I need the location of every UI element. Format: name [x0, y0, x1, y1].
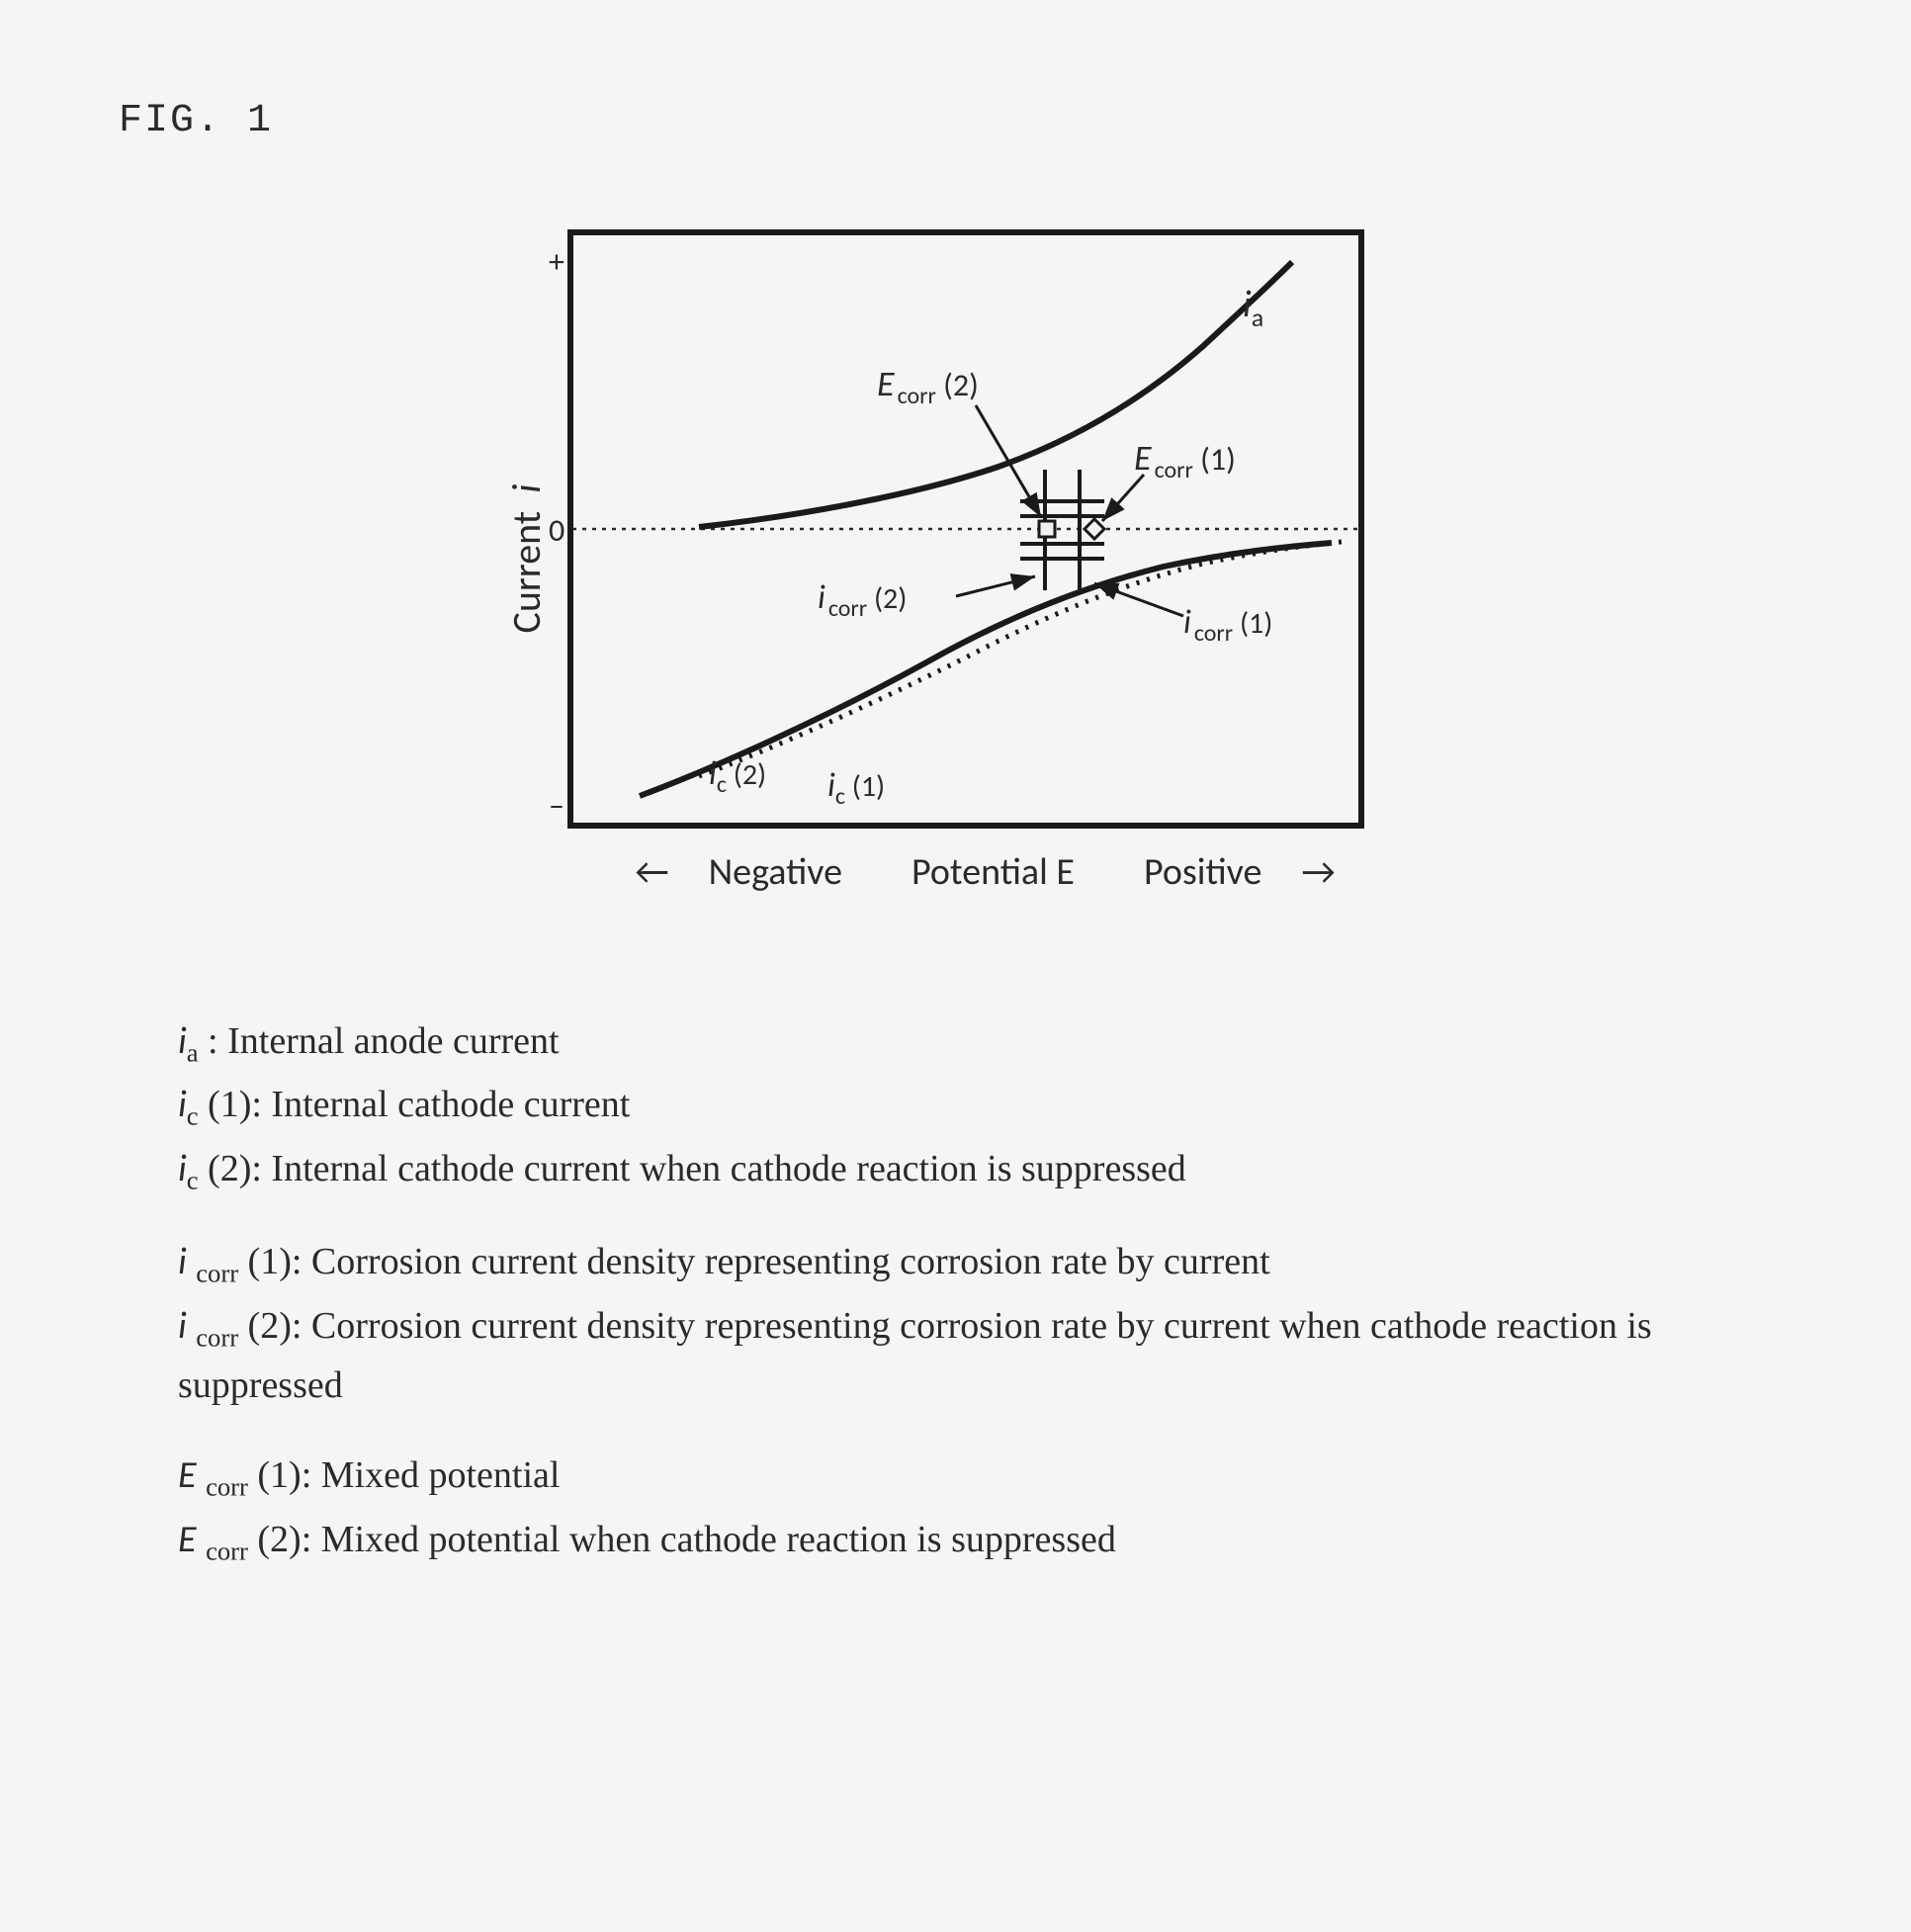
sub: corr — [196, 1259, 238, 1288]
label-icorr2: icorr (2) — [818, 577, 907, 623]
polarization-chart: + 0 – ia ic (2) ic (1) — [511, 222, 1381, 835]
label-ic2: ic (2) — [709, 753, 766, 799]
desc: : Internal cathode current when cathode … — [251, 1148, 1185, 1189]
sym: E — [178, 1452, 197, 1498]
sub: c — [187, 1101, 199, 1131]
legend: ia : Internal anode current ic (1): Inte… — [119, 1013, 1792, 1571]
curve-ic1 — [699, 542, 1342, 776]
y-minus: – — [549, 786, 565, 825]
paren: (2) — [257, 1519, 301, 1560]
arrow-ecorr2 — [976, 405, 1041, 517]
x-axis-label: ← Negative Potential E Positive → — [511, 849, 1401, 895]
sub: c — [187, 1166, 199, 1195]
y-axis-label: Current i — [501, 484, 550, 634]
sym: i — [178, 1239, 187, 1284]
sub: a — [187, 1038, 199, 1068]
arrow-icorr1 — [1094, 583, 1183, 616]
sym: i — [178, 1146, 187, 1191]
desc: : Mixed potential when cathode reaction … — [302, 1519, 1116, 1560]
x-left-arrow-icon: ← — [635, 849, 668, 895]
desc: : Internal anode current — [208, 1020, 560, 1062]
sub: corr — [206, 1472, 248, 1502]
x-positive: Positive — [1144, 849, 1261, 895]
chart-container: Current i + 0 – ia ic (2) ic (1) — [511, 222, 1401, 895]
desc: : Internal cathode current — [251, 1084, 630, 1125]
legend-ic1: ic (1): Internal cathode current — [178, 1077, 1792, 1136]
y-axis-italic: i — [501, 484, 550, 493]
curve-ia — [699, 262, 1292, 527]
paren: (1) — [257, 1454, 301, 1496]
desc: : Corrosion current density representing… — [292, 1241, 1270, 1282]
marker-diamond-ecorr1 — [1085, 519, 1104, 539]
y-plus: + — [549, 242, 565, 281]
desc: : Corrosion current density representing… — [178, 1305, 1652, 1406]
label-ecorr1: Ecorr (1) — [1134, 436, 1236, 484]
arrow-icorr2 — [956, 576, 1035, 596]
sym: i — [178, 1303, 187, 1349]
legend-ic2: ic (2): Internal cathode current when ca… — [178, 1141, 1792, 1200]
paren: (1) — [208, 1084, 251, 1125]
sub: corr — [206, 1537, 248, 1566]
paren: (1) — [248, 1241, 292, 1282]
legend-icorr2: i corr (2): Corrosion current density re… — [178, 1298, 1792, 1414]
label-ecorr2: Ecorr (2) — [877, 362, 979, 410]
sub: corr — [196, 1323, 238, 1353]
arrow-ecorr1 — [1102, 475, 1144, 521]
sym: E — [178, 1517, 197, 1562]
legend-icorr1: i corr (1): Corrosion current density re… — [178, 1234, 1792, 1293]
x-negative: Negative — [709, 849, 842, 895]
y-axis-prefix: Current — [501, 511, 550, 634]
sym: i — [178, 1082, 187, 1127]
legend-ia: ia : Internal anode current — [178, 1013, 1792, 1073]
paren: (2) — [248, 1305, 292, 1347]
legend-ecorr1: E corr (1): Mixed potential — [178, 1448, 1792, 1507]
x-right-arrow-icon: → — [1301, 849, 1335, 895]
legend-ecorr2: E corr (2): Mixed potential when cathode… — [178, 1512, 1792, 1571]
x-center: Potential E — [912, 849, 1075, 895]
label-ic1: ic (1) — [827, 765, 885, 811]
figure-label: FIG. 1 — [119, 99, 1792, 143]
desc: : Mixed potential — [302, 1454, 561, 1496]
paren: (2) — [208, 1148, 251, 1189]
sym: i — [178, 1018, 187, 1064]
label-icorr1: icorr (1) — [1183, 602, 1272, 648]
marker-square-ecorr2 — [1039, 521, 1055, 537]
